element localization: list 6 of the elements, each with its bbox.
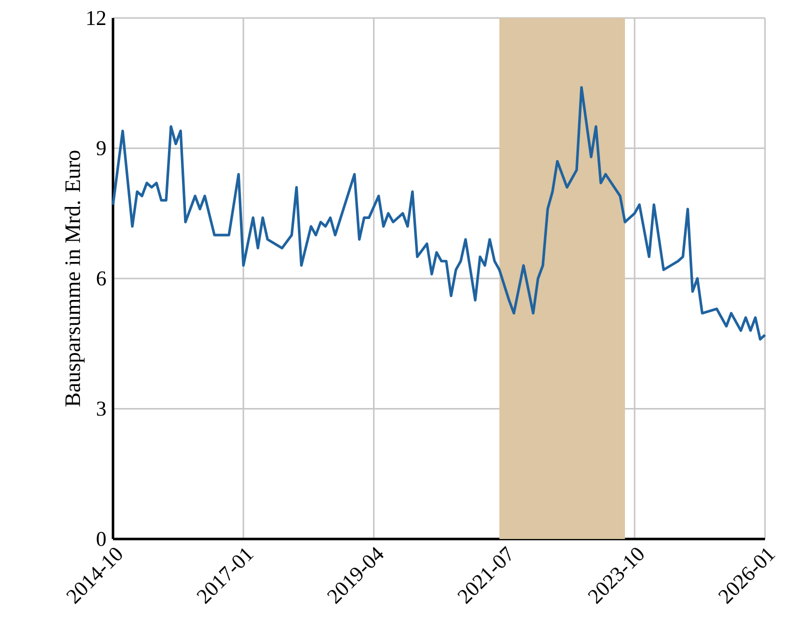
y-axis-title: Bausparsumme in Mrd. Euro [64, 150, 85, 406]
y-tick-label: 0 [96, 532, 106, 546]
y-tick-label: 6 [96, 271, 106, 286]
y-tick-label: 12 [87, 11, 106, 25]
y-tick-label: 3 [96, 402, 106, 416]
y-tick-label: 9 [96, 141, 106, 156]
